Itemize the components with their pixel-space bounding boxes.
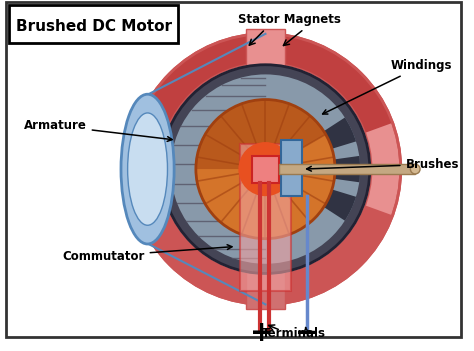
Text: Windings: Windings bbox=[323, 59, 453, 114]
Ellipse shape bbox=[121, 94, 174, 244]
Bar bbox=[9, 5, 179, 44]
Wedge shape bbox=[275, 156, 360, 182]
Ellipse shape bbox=[410, 164, 420, 174]
Polygon shape bbox=[147, 34, 265, 304]
Text: Terminals: Terminals bbox=[262, 327, 326, 340]
Text: Commutator: Commutator bbox=[62, 245, 232, 263]
Text: +: + bbox=[250, 319, 273, 347]
Wedge shape bbox=[273, 118, 356, 166]
Text: Brushes: Brushes bbox=[307, 158, 459, 171]
Bar bbox=[279, 164, 415, 174]
Bar bbox=[240, 144, 291, 291]
Wedge shape bbox=[196, 100, 326, 169]
Wedge shape bbox=[138, 34, 392, 133]
Bar bbox=[252, 155, 279, 183]
Circle shape bbox=[171, 74, 360, 264]
Bar bbox=[281, 140, 302, 196]
Wedge shape bbox=[138, 205, 392, 304]
Bar bbox=[246, 29, 285, 68]
Circle shape bbox=[130, 34, 401, 304]
Circle shape bbox=[161, 65, 370, 273]
Wedge shape bbox=[273, 172, 356, 221]
Bar bbox=[246, 271, 285, 309]
Text: Armature: Armature bbox=[24, 119, 172, 141]
Circle shape bbox=[238, 142, 292, 196]
Text: Brushed DC Motor: Brushed DC Motor bbox=[16, 19, 172, 34]
Ellipse shape bbox=[128, 113, 167, 225]
Circle shape bbox=[196, 100, 335, 239]
Text: Stator Magnets: Stator Magnets bbox=[238, 13, 341, 26]
Text: −: − bbox=[295, 319, 319, 347]
